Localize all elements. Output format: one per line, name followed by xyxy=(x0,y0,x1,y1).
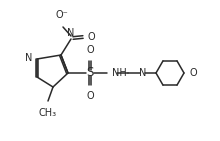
Text: NH: NH xyxy=(112,68,127,78)
Text: N: N xyxy=(25,53,32,63)
Text: O: O xyxy=(86,45,94,55)
Text: O: O xyxy=(189,68,197,78)
Text: N: N xyxy=(139,68,147,78)
Text: S: S xyxy=(86,67,94,80)
Text: N: N xyxy=(67,28,75,38)
Text: O⁻: O⁻ xyxy=(56,10,68,20)
Text: O: O xyxy=(86,91,94,101)
Text: CH₃: CH₃ xyxy=(39,108,57,118)
Text: O: O xyxy=(88,32,96,42)
